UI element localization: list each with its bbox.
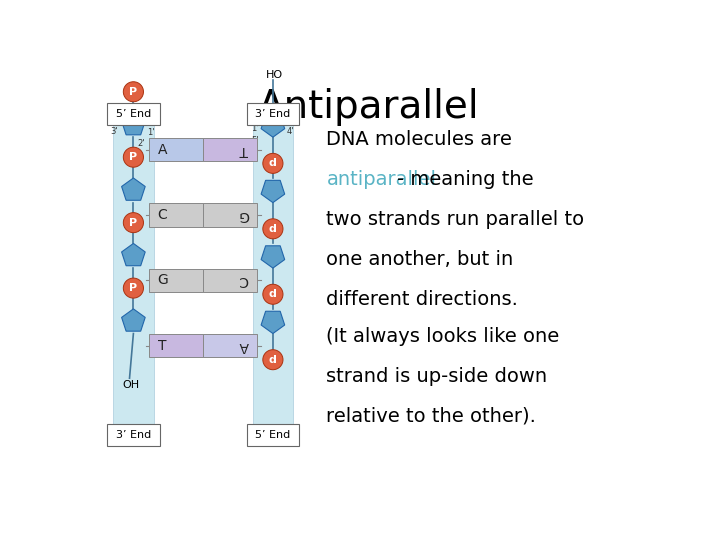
Text: 5’ End: 5’ End	[116, 109, 151, 119]
Circle shape	[263, 153, 283, 173]
Text: different directions.: different directions.	[326, 291, 518, 309]
Text: T: T	[158, 339, 167, 353]
Text: 5’ End: 5’ End	[256, 430, 291, 440]
Text: d: d	[269, 158, 276, 168]
Circle shape	[263, 350, 283, 370]
Polygon shape	[122, 309, 145, 331]
Text: C: C	[158, 208, 167, 222]
Bar	[253, 103, 293, 446]
Text: A: A	[158, 143, 167, 157]
Text: 4': 4'	[287, 126, 294, 136]
Text: 3’ End: 3’ End	[256, 109, 291, 119]
Text: - meaning the: - meaning the	[397, 170, 534, 190]
Text: strand is up-side down: strand is up-side down	[326, 367, 547, 386]
Polygon shape	[261, 311, 284, 334]
Text: 1': 1'	[148, 128, 155, 137]
Polygon shape	[122, 112, 145, 135]
Bar	[113, 103, 153, 446]
Circle shape	[263, 284, 283, 304]
Text: P: P	[130, 152, 138, 162]
Text: T: T	[240, 143, 248, 157]
Text: G: G	[157, 273, 168, 287]
Bar	[203, 204, 258, 226]
Polygon shape	[261, 115, 284, 137]
Text: d: d	[269, 355, 276, 365]
Text: one another, but in: one another, but in	[326, 251, 513, 269]
Bar	[246, 424, 300, 446]
Text: (It always looks like one: (It always looks like one	[326, 327, 559, 346]
Text: OH: OH	[122, 381, 140, 390]
Text: 4': 4'	[110, 113, 118, 122]
Text: 5': 5'	[148, 104, 155, 112]
Text: P: P	[130, 87, 138, 97]
Bar	[107, 103, 160, 125]
Text: 5': 5'	[251, 136, 259, 145]
Text: relative to the other).: relative to the other).	[326, 407, 536, 426]
Text: G: G	[238, 208, 249, 222]
Bar	[149, 334, 203, 357]
Text: 2': 2'	[138, 139, 145, 148]
Text: 2': 2'	[251, 106, 259, 116]
Polygon shape	[261, 180, 284, 202]
Text: P: P	[130, 283, 138, 293]
Bar	[107, 424, 160, 446]
Text: DNA molecules are: DNA molecules are	[326, 130, 512, 149]
Text: 3': 3'	[110, 126, 118, 136]
Circle shape	[123, 147, 143, 167]
Text: 3': 3'	[287, 117, 294, 125]
Text: d: d	[269, 224, 276, 234]
Text: Antiparallel: Antiparallel	[258, 88, 480, 126]
Circle shape	[123, 82, 143, 102]
Bar	[203, 138, 258, 161]
Polygon shape	[261, 246, 284, 268]
Bar	[203, 269, 258, 292]
Polygon shape	[122, 178, 145, 200]
Text: 3’ End: 3’ End	[116, 430, 151, 440]
Text: antiparallel: antiparallel	[326, 170, 436, 190]
Text: P: P	[130, 218, 138, 228]
Text: HO: HO	[266, 70, 283, 80]
Circle shape	[123, 278, 143, 298]
Text: d: d	[269, 289, 276, 299]
Text: A: A	[239, 339, 248, 353]
Circle shape	[263, 219, 283, 239]
Bar	[203, 334, 258, 357]
Text: C: C	[239, 273, 248, 287]
Bar	[149, 269, 203, 292]
Bar	[149, 204, 203, 226]
Text: two strands run parallel to: two strands run parallel to	[326, 211, 585, 229]
Polygon shape	[122, 244, 145, 266]
Text: 1': 1'	[251, 124, 259, 133]
Bar	[149, 138, 203, 161]
Bar	[246, 103, 300, 125]
Circle shape	[123, 213, 143, 233]
